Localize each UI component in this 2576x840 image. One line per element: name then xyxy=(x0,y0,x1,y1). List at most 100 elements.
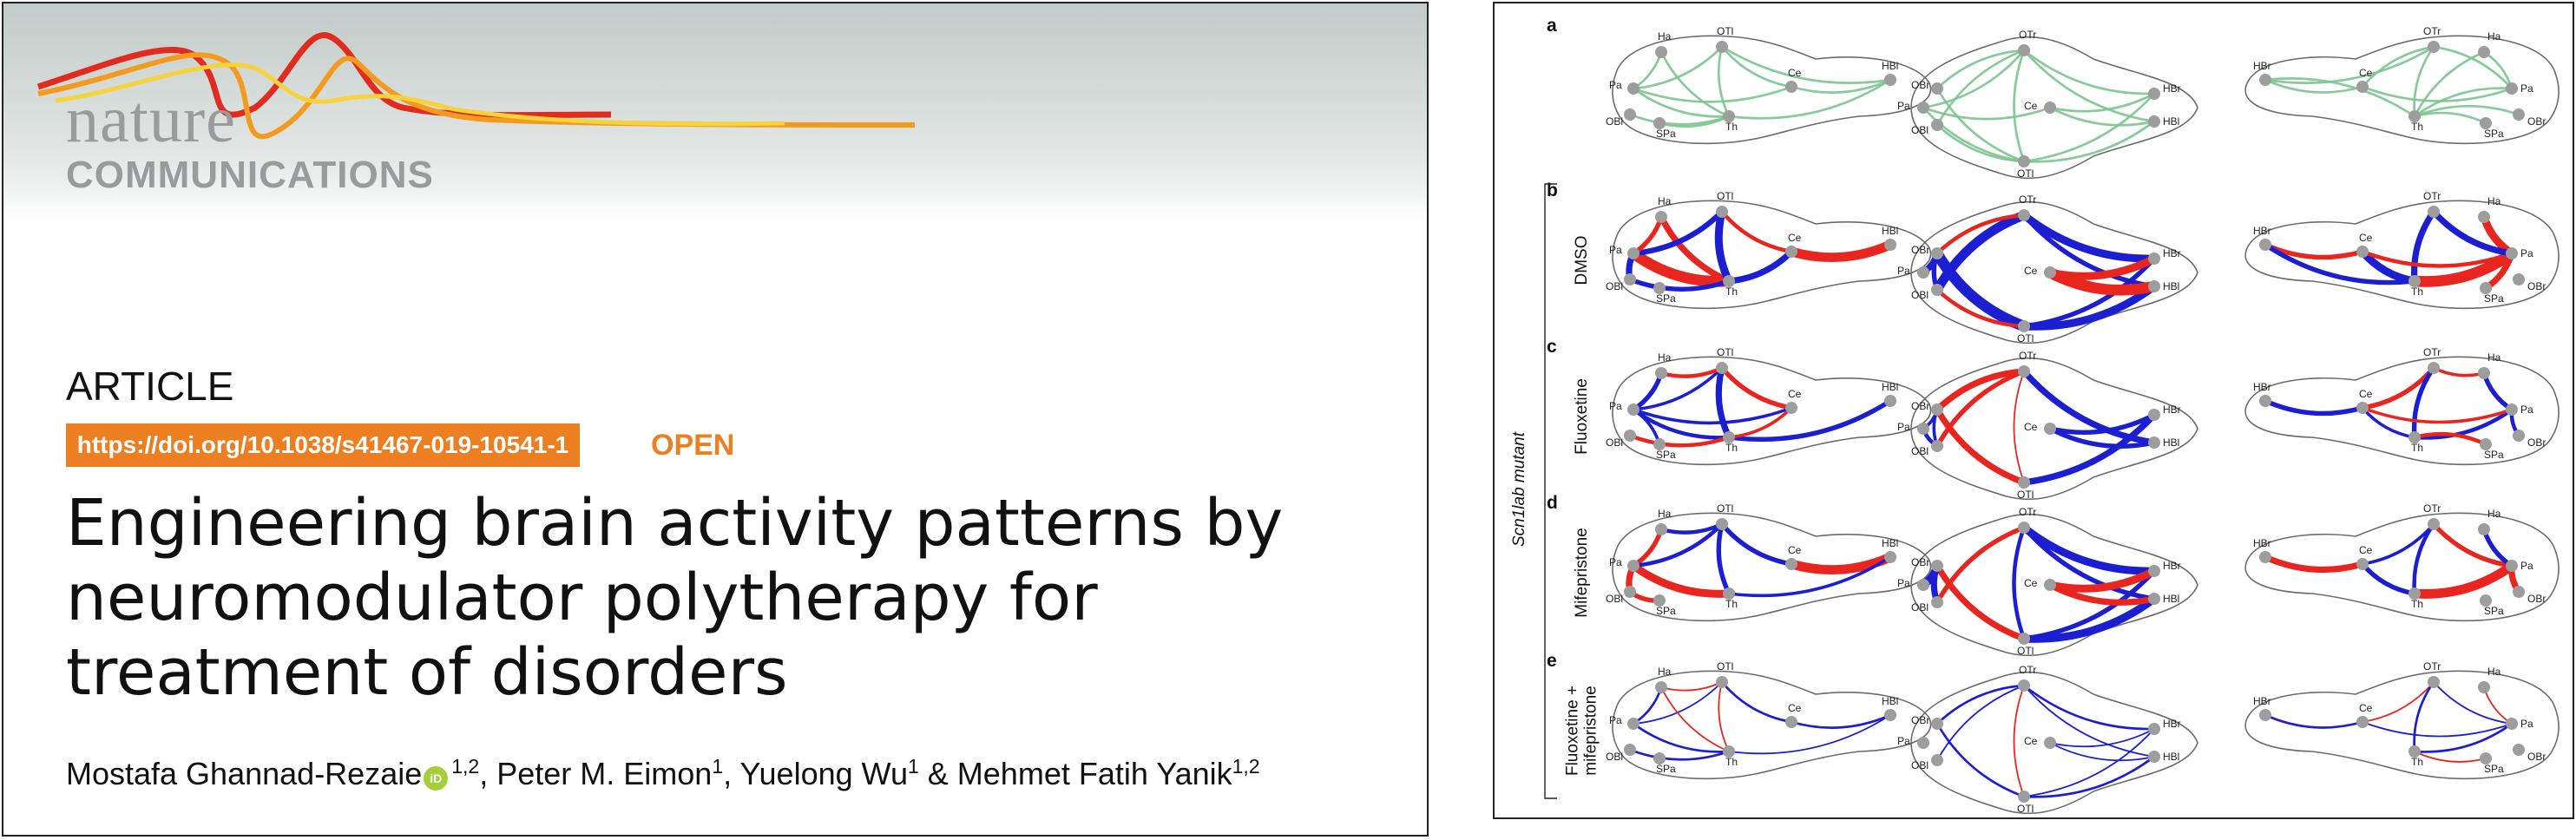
connection-edge xyxy=(1627,433,1732,448)
connection-edge xyxy=(2411,208,2437,285)
region-node xyxy=(1627,247,1640,259)
region-node xyxy=(1723,587,1735,600)
region-node xyxy=(1627,718,1640,730)
region-node xyxy=(1723,275,1735,287)
region-label: SPa xyxy=(1656,763,1676,775)
connection-edge xyxy=(2021,213,2157,289)
connection-edge xyxy=(2020,211,2159,263)
region-label: OBl xyxy=(1911,601,1929,614)
region-label: Ha xyxy=(1658,508,1672,520)
region-label: Ce xyxy=(1788,544,1802,556)
connection-edge xyxy=(1658,213,1732,285)
connection-edge xyxy=(2049,742,2155,762)
region-label: OBr xyxy=(2527,280,2546,292)
region-label: Ce xyxy=(2024,265,2038,277)
region-node xyxy=(1884,395,1896,407)
region-label: OTl xyxy=(1717,190,1733,202)
region-label: Ha xyxy=(2487,351,2501,364)
region-node xyxy=(2044,266,2056,279)
connection-edge xyxy=(2361,45,2435,89)
region-node xyxy=(1785,402,1797,414)
region-node xyxy=(1917,266,1929,279)
region-label: OTr xyxy=(2019,194,2036,206)
region-label: HBl xyxy=(2163,593,2179,605)
connection-edge xyxy=(2432,45,2514,90)
region-node xyxy=(2018,791,2030,803)
region-label: Pa xyxy=(1609,714,1622,726)
region-node xyxy=(2148,115,2160,128)
connection-edge xyxy=(1627,277,1732,292)
region-node xyxy=(2478,367,2490,379)
doi-link[interactable]: https://doi.org/10.1038/s41467-019-10541… xyxy=(66,423,580,467)
region-node xyxy=(1931,404,1943,416)
region-node xyxy=(1624,273,1636,285)
author-list: Mostafa Ghannad-Rezaie iD1,2, Peter M. Ei… xyxy=(66,755,1260,792)
brain-outline xyxy=(2244,35,2560,145)
journal-masthead: nature COMMUNICATIONS xyxy=(3,3,1427,222)
region-node xyxy=(2259,395,2271,407)
wave-yellow xyxy=(55,62,785,127)
region-node xyxy=(1723,745,1735,758)
region-node xyxy=(1716,518,1728,530)
region-label: Ce xyxy=(1788,702,1802,714)
orcid-icon[interactable]: iD xyxy=(424,766,449,791)
region-label: OBl xyxy=(1606,751,1623,763)
author-name[interactable]: Mehmet Fatih Yanik xyxy=(956,756,1232,791)
connection-edge xyxy=(1786,552,1896,574)
region-label: Pa xyxy=(1897,421,1910,433)
region-label: OBl xyxy=(1606,593,1623,605)
brain-view-lateral-right: HBr Ce OTr Ha Pa OBr Th SPa xyxy=(2244,346,2560,466)
brain-outline xyxy=(2244,356,2560,466)
region-label: OTl xyxy=(2017,167,2034,180)
region-label: OBr xyxy=(1911,79,1929,91)
region-node xyxy=(1716,206,1728,218)
connection-edge xyxy=(2412,407,2514,440)
region-node xyxy=(2356,81,2369,93)
region-node xyxy=(2018,476,2030,489)
region-node xyxy=(2018,155,2030,167)
author-name[interactable]: Peter M. Eimon xyxy=(496,756,713,791)
connection-edge xyxy=(1714,207,1733,285)
connection-edge xyxy=(1934,406,2027,486)
connection-edge xyxy=(1632,85,1793,103)
region-node xyxy=(2044,579,2056,591)
connection-edge xyxy=(2013,49,2026,163)
brain-outline xyxy=(2244,512,2560,622)
region-label: OBr xyxy=(2527,436,2546,449)
author-name[interactable]: Mostafa Ghannad-Rezaie xyxy=(66,756,423,791)
brain-outline xyxy=(1910,36,2198,180)
region-node xyxy=(2259,709,2271,721)
region-label: Pa xyxy=(1897,735,1910,747)
region-node xyxy=(1931,754,1943,766)
region-node xyxy=(1931,82,1943,95)
connection-edge xyxy=(2046,254,2159,280)
region-label: Ce xyxy=(2359,67,2373,79)
connection-edge xyxy=(2361,406,2416,439)
region-label: OTr xyxy=(2423,502,2441,515)
region-label: OTr xyxy=(2423,25,2441,37)
author-name[interactable]: Yuelong Wu xyxy=(739,756,908,791)
region-node xyxy=(2259,74,2271,86)
region-label: HBl xyxy=(1882,695,1898,707)
region-label: OTl xyxy=(1717,502,1733,515)
connection-edge xyxy=(2412,522,2436,596)
region-node xyxy=(1655,523,1667,535)
connection-edge xyxy=(1720,45,1793,89)
panel-letter: d xyxy=(1547,493,1558,513)
region-label: Ha xyxy=(2487,30,2501,43)
connection-edge xyxy=(1715,364,1732,441)
region-node xyxy=(1655,681,1667,693)
region-node xyxy=(2148,436,2160,449)
connection-edge xyxy=(1725,248,1795,285)
region-node xyxy=(2428,41,2440,53)
region-label: HBr xyxy=(2253,381,2271,393)
region-label: HBr xyxy=(2163,247,2181,259)
region-node xyxy=(2480,594,2492,607)
connection-edge xyxy=(2021,411,2158,486)
connection-edge xyxy=(2413,104,2520,118)
journal-logo-nature: nature xyxy=(66,83,236,156)
connection-edge xyxy=(2362,721,2513,738)
